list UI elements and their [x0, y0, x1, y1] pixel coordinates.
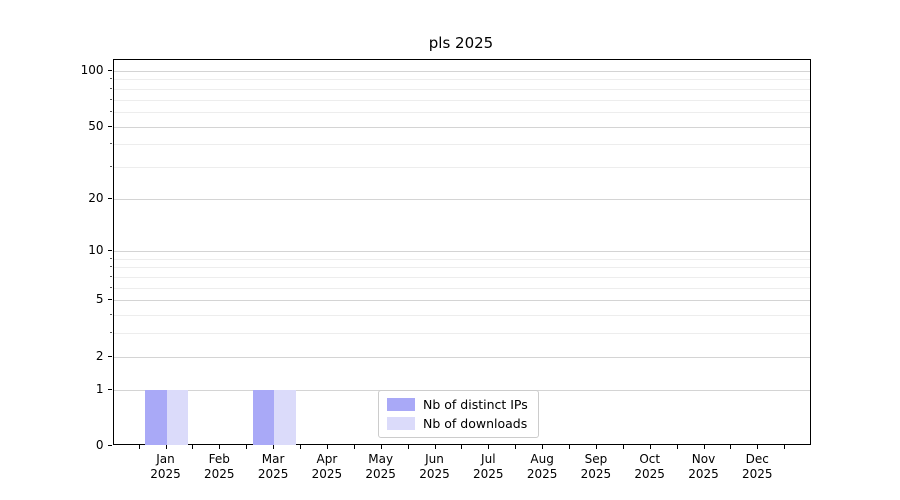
y-tick-label-20: 20: [88, 190, 104, 205]
gridline-minor-3: [113, 333, 810, 335]
y-tick-label-1: 1: [95, 381, 104, 396]
x-tick-label-dec: Dec 2025: [742, 452, 773, 481]
x-tick-22: [730, 445, 732, 449]
x-tick-label-jan: Jan 2025: [150, 452, 181, 481]
gridline-major-10: [113, 251, 810, 253]
legend-label-downloads: Nb of downloads: [423, 416, 528, 431]
x-tick-label-oct: Oct 2025: [634, 452, 665, 481]
x-tick-9: [380, 445, 382, 449]
y-tick-label-50: 50: [88, 118, 104, 133]
bar-distinct-ips-jan: [145, 389, 167, 445]
gridline-minor-6: [113, 287, 810, 289]
x-tick-label-apr: Apr 2025: [311, 452, 343, 481]
y-minor-tick-4: [110, 314, 112, 316]
x-tick-5: [273, 445, 275, 449]
y-tick-1: [108, 388, 112, 390]
gridline-minor-9: [113, 258, 810, 260]
bar-downloads-jan: [166, 389, 188, 445]
legend-swatch-distinct-ips: [387, 398, 415, 411]
y-tick-label-5: 5: [95, 292, 104, 307]
x-tick-14: [515, 445, 517, 449]
x-tick-0: [138, 445, 140, 449]
gridline-major-2: [113, 356, 810, 358]
bar-downloads-mar: [274, 389, 296, 445]
x-tick-21: [703, 445, 705, 449]
y-tick-5: [108, 299, 112, 301]
y-minor-tick-70: [110, 98, 112, 100]
y-minor-tick-80: [110, 87, 112, 89]
x-tick-7: [326, 445, 328, 449]
y-minor-tick-9: [110, 257, 112, 259]
gridline-minor-4: [113, 315, 810, 317]
y-tick-label-10: 10: [88, 243, 104, 258]
gridline-minor-70: [113, 99, 810, 101]
x-tick-8: [353, 445, 355, 449]
x-tick-label-jul: Jul 2025: [473, 452, 504, 481]
gridline-minor-8: [113, 267, 810, 269]
y-minor-tick-30: [110, 165, 112, 167]
y-tick-label-0: 0: [95, 438, 104, 452]
x-tick-23: [757, 445, 759, 449]
y-minor-tick-8: [110, 266, 112, 268]
gridline-minor-60: [113, 111, 810, 113]
gridline-major-20: [113, 198, 810, 200]
y-minor-tick-6: [110, 286, 112, 288]
x-tick-label-jun: Jun 2025: [419, 452, 450, 481]
plot-area: [112, 59, 811, 445]
x-tick-label-may: May 2025: [365, 452, 396, 481]
y-minor-tick-7: [110, 276, 112, 278]
legend-row-distinct-ips: Nb of distinct IPs: [387, 397, 528, 412]
y-minor-tick-90: [110, 78, 112, 80]
legend: Nb of distinct IPs Nb of downloads: [378, 390, 539, 438]
y-tick-10: [108, 250, 112, 252]
y-minor-tick-40: [110, 143, 112, 145]
y-minor-tick-3: [110, 332, 112, 334]
x-tick-label-aug: Aug 2025: [526, 452, 558, 481]
x-tick-1: [165, 445, 167, 449]
x-tick-18: [622, 445, 624, 449]
x-tick-11: [434, 445, 436, 449]
gridline-minor-80: [113, 88, 810, 90]
legend-swatch-downloads: [387, 417, 415, 430]
x-tick-2: [192, 445, 194, 449]
y-tick-2: [108, 355, 112, 357]
x-tick-15: [542, 445, 544, 449]
y-tick-label-2: 2: [95, 348, 104, 363]
x-tick-6: [300, 445, 301, 449]
x-tick-label-mar: Mar 2025: [257, 452, 289, 481]
x-tick-label-sep: Sep 2025: [580, 452, 612, 481]
x-tick-label-feb: Feb 2025: [204, 452, 235, 481]
x-tick-24: [784, 445, 786, 449]
gridline-major-100: [113, 71, 810, 72]
gridline-minor-7: [113, 277, 810, 279]
chart-title: pls 2025: [428, 34, 494, 52]
gridline-minor-90: [113, 79, 810, 81]
x-tick-12: [461, 445, 463, 449]
y-minor-tick-60: [110, 110, 112, 112]
y-tick-20: [108, 197, 112, 199]
gridline-major-5: [113, 300, 810, 302]
gridline-minor-30: [113, 166, 810, 168]
legend-label-distinct-ips: Nb of distinct IPs: [423, 397, 528, 412]
x-tick-16: [569, 445, 570, 449]
x-tick-20: [676, 445, 678, 449]
y-tick-50: [108, 125, 112, 127]
legend-row-downloads: Nb of downloads: [387, 416, 528, 431]
x-tick-3: [219, 445, 221, 449]
x-tick-label-nov: Nov 2025: [688, 452, 719, 481]
x-tick-13: [488, 445, 490, 449]
y-tick-100: [108, 70, 112, 71]
bar-distinct-ips-mar: [252, 389, 275, 445]
y-tick-0: [108, 445, 112, 446]
x-tick-19: [649, 445, 651, 449]
gridline-major-50: [113, 126, 810, 128]
y-tick-label-100: 100: [80, 63, 104, 77]
gridline-minor-40: [113, 144, 810, 146]
x-tick-10: [407, 445, 409, 449]
x-tick-4: [246, 445, 248, 449]
x-tick-17: [595, 445, 597, 449]
